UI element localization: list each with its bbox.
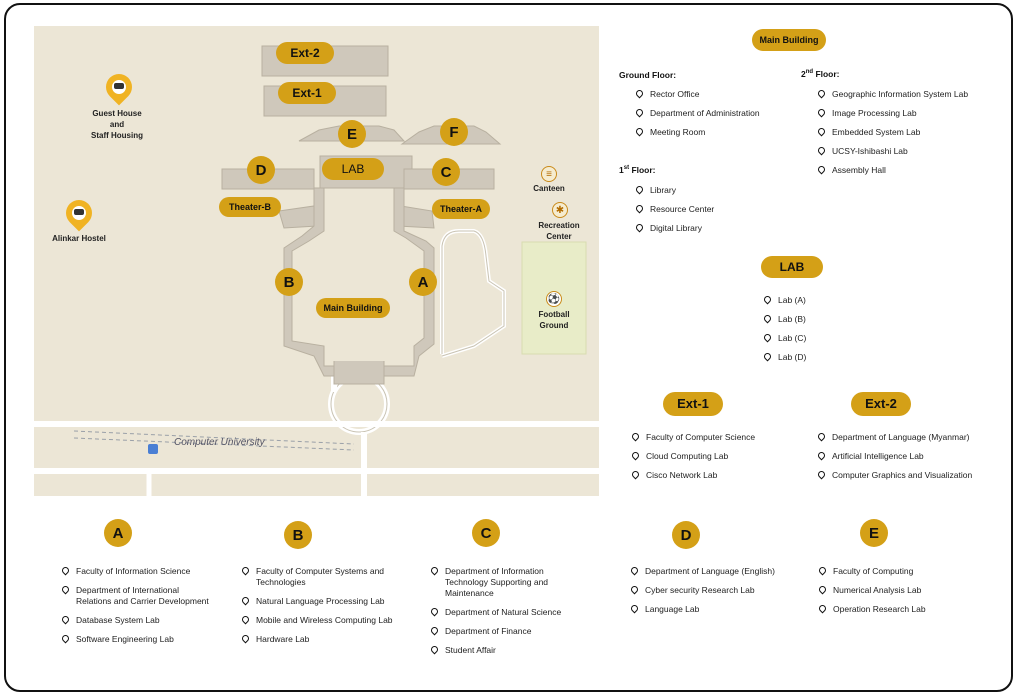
list-item: Database System Lab bbox=[60, 615, 210, 626]
block-b-marker: B bbox=[284, 521, 312, 549]
ground-floor-label: Ground Floor: bbox=[619, 70, 677, 80]
list-item: Lab (A) bbox=[762, 295, 806, 306]
list-item: Lab (C) bbox=[762, 333, 806, 344]
theater-b-building bbox=[278, 205, 318, 229]
block-e-list: Faculty of Computing Numerical Analysis … bbox=[817, 566, 967, 615]
list-item: Rector Office bbox=[634, 89, 760, 100]
ext2-title: Ext-2 bbox=[851, 392, 911, 416]
list-item: Department of Natural Science bbox=[429, 607, 579, 618]
list-item: Natural Language Processing Lab bbox=[240, 596, 395, 607]
list-item: Language Lab bbox=[629, 604, 779, 615]
list-item: Cyber security Research Lab bbox=[629, 585, 779, 596]
b-marker[interactable]: B bbox=[275, 268, 303, 296]
main-building-label[interactable]: Main Building bbox=[316, 298, 390, 318]
list-item: Department of Information Technology Sup… bbox=[429, 566, 579, 599]
theater-a-label[interactable]: Theater-A bbox=[432, 199, 490, 219]
guest-house-label: Guest House and Staff Housing bbox=[91, 109, 143, 140]
list-item: Geographic Information System Lab bbox=[816, 89, 968, 100]
ext2-label[interactable]: Ext-2 bbox=[276, 42, 334, 64]
second-floor-label: 2nd Floor: bbox=[801, 69, 840, 79]
list-item: Faculty of Information Science bbox=[60, 566, 210, 577]
f-marker[interactable]: F bbox=[440, 118, 468, 146]
list-item: Department of Finance bbox=[429, 626, 579, 637]
first-floor-list: Library Resource Center Digital Library bbox=[634, 185, 714, 234]
list-item: Cisco Network Lab bbox=[630, 470, 755, 481]
lab-list: Lab (A) Lab (B) Lab (C) Lab (D) bbox=[762, 295, 806, 363]
main-building-title: Main Building bbox=[752, 29, 826, 51]
list-item: Digital Library bbox=[634, 223, 714, 234]
list-item: Hardware Lab bbox=[240, 634, 395, 645]
recreation-label: Recreation Center bbox=[538, 221, 580, 241]
block-a-list: Faculty of Information Science Departmen… bbox=[60, 566, 210, 645]
recreation-icon[interactable]: ✱ bbox=[552, 202, 568, 218]
boundary-line bbox=[73, 430, 355, 445]
list-item: Department of Administration bbox=[634, 108, 760, 119]
list-item: Cloud Computing Lab bbox=[630, 451, 755, 462]
list-item: Lab (D) bbox=[762, 352, 806, 363]
list-item: Resource Center bbox=[634, 204, 714, 215]
list-item: Meeting Room bbox=[634, 127, 760, 138]
bus-icon bbox=[148, 444, 158, 454]
block-e-marker: E bbox=[860, 519, 888, 547]
list-item: Artificial Intelligence Lab bbox=[816, 451, 972, 462]
list-item: Student Affair bbox=[429, 645, 579, 656]
c-marker[interactable]: C bbox=[432, 158, 460, 186]
list-item: Department of Language (Myanmar) bbox=[816, 432, 972, 443]
block-b-list: Faculty of Computer Systems and Technolo… bbox=[240, 566, 395, 645]
bed-icon bbox=[114, 83, 124, 89]
lab-label[interactable]: LAB bbox=[322, 158, 384, 180]
lab-title: LAB bbox=[761, 256, 823, 278]
list-item: Assembly Hall bbox=[816, 165, 968, 176]
footpath bbox=[440, 229, 506, 358]
list-item: UCSY-Ishibashi Lab bbox=[816, 146, 968, 157]
list-item: Software Engineering Lab bbox=[60, 634, 210, 645]
list-item: Faculty of Computer Science bbox=[630, 432, 755, 443]
main-quad bbox=[283, 187, 435, 377]
football-icon[interactable]: ⚽ bbox=[546, 291, 562, 307]
list-item: Faculty of Computing bbox=[817, 566, 967, 577]
list-item: Numerical Analysis Lab bbox=[817, 585, 967, 596]
list-item: Department of Language (English) bbox=[629, 566, 779, 577]
block-d-list: Department of Language (English) Cyber s… bbox=[629, 566, 779, 615]
a-marker[interactable]: A bbox=[409, 268, 437, 296]
second-floor-list: Geographic Information System Lab Image … bbox=[816, 89, 968, 176]
list-item: Lab (B) bbox=[762, 314, 806, 325]
list-item: Department of International Relations an… bbox=[60, 585, 210, 607]
list-item: Mobile and Wireless Computing Lab bbox=[240, 615, 395, 626]
theater-b-label[interactable]: Theater-B bbox=[219, 197, 281, 217]
bed-icon bbox=[74, 209, 84, 215]
canteen-label: Canteen bbox=[533, 184, 565, 193]
alinkar-hostel-label: Alinkar Hostel bbox=[52, 234, 106, 243]
e-marker[interactable]: E bbox=[338, 120, 366, 148]
campus-map[interactable]: Ext-2 Ext-1 E F D LAB C Theater-B Theate… bbox=[34, 26, 599, 496]
canteen-icon[interactable]: ≡ bbox=[541, 166, 557, 182]
block-d-marker: D bbox=[672, 521, 700, 549]
d-marker[interactable]: D bbox=[247, 156, 275, 184]
ext1-title: Ext-1 bbox=[663, 392, 723, 416]
ext1-label[interactable]: Ext-1 bbox=[278, 82, 336, 104]
footpath-edge bbox=[441, 230, 505, 357]
computer-university-label: Computer University bbox=[174, 437, 265, 448]
block-c-marker: C bbox=[472, 519, 500, 547]
list-item: Image Processing Lab bbox=[816, 108, 968, 119]
first-floor-label: 1st Floor: bbox=[619, 165, 656, 175]
football-label: Football Ground bbox=[538, 310, 570, 330]
block-c-list: Department of Information Technology Sup… bbox=[429, 566, 579, 656]
list-item: Faculty of Computer Systems and Technolo… bbox=[240, 566, 395, 588]
block-a-marker: A bbox=[104, 519, 132, 547]
ground-floor-list: Rector Office Department of Administrati… bbox=[634, 89, 760, 138]
list-item: Embedded System Lab bbox=[816, 127, 968, 138]
list-item: Operation Research Lab bbox=[817, 604, 967, 615]
ext2-list: Department of Language (Myanmar) Artific… bbox=[816, 432, 972, 481]
ext1-list: Faculty of Computer Science Cloud Comput… bbox=[630, 432, 755, 481]
list-item: Computer Graphics and Visualization bbox=[816, 470, 972, 481]
list-item: Library bbox=[634, 185, 714, 196]
